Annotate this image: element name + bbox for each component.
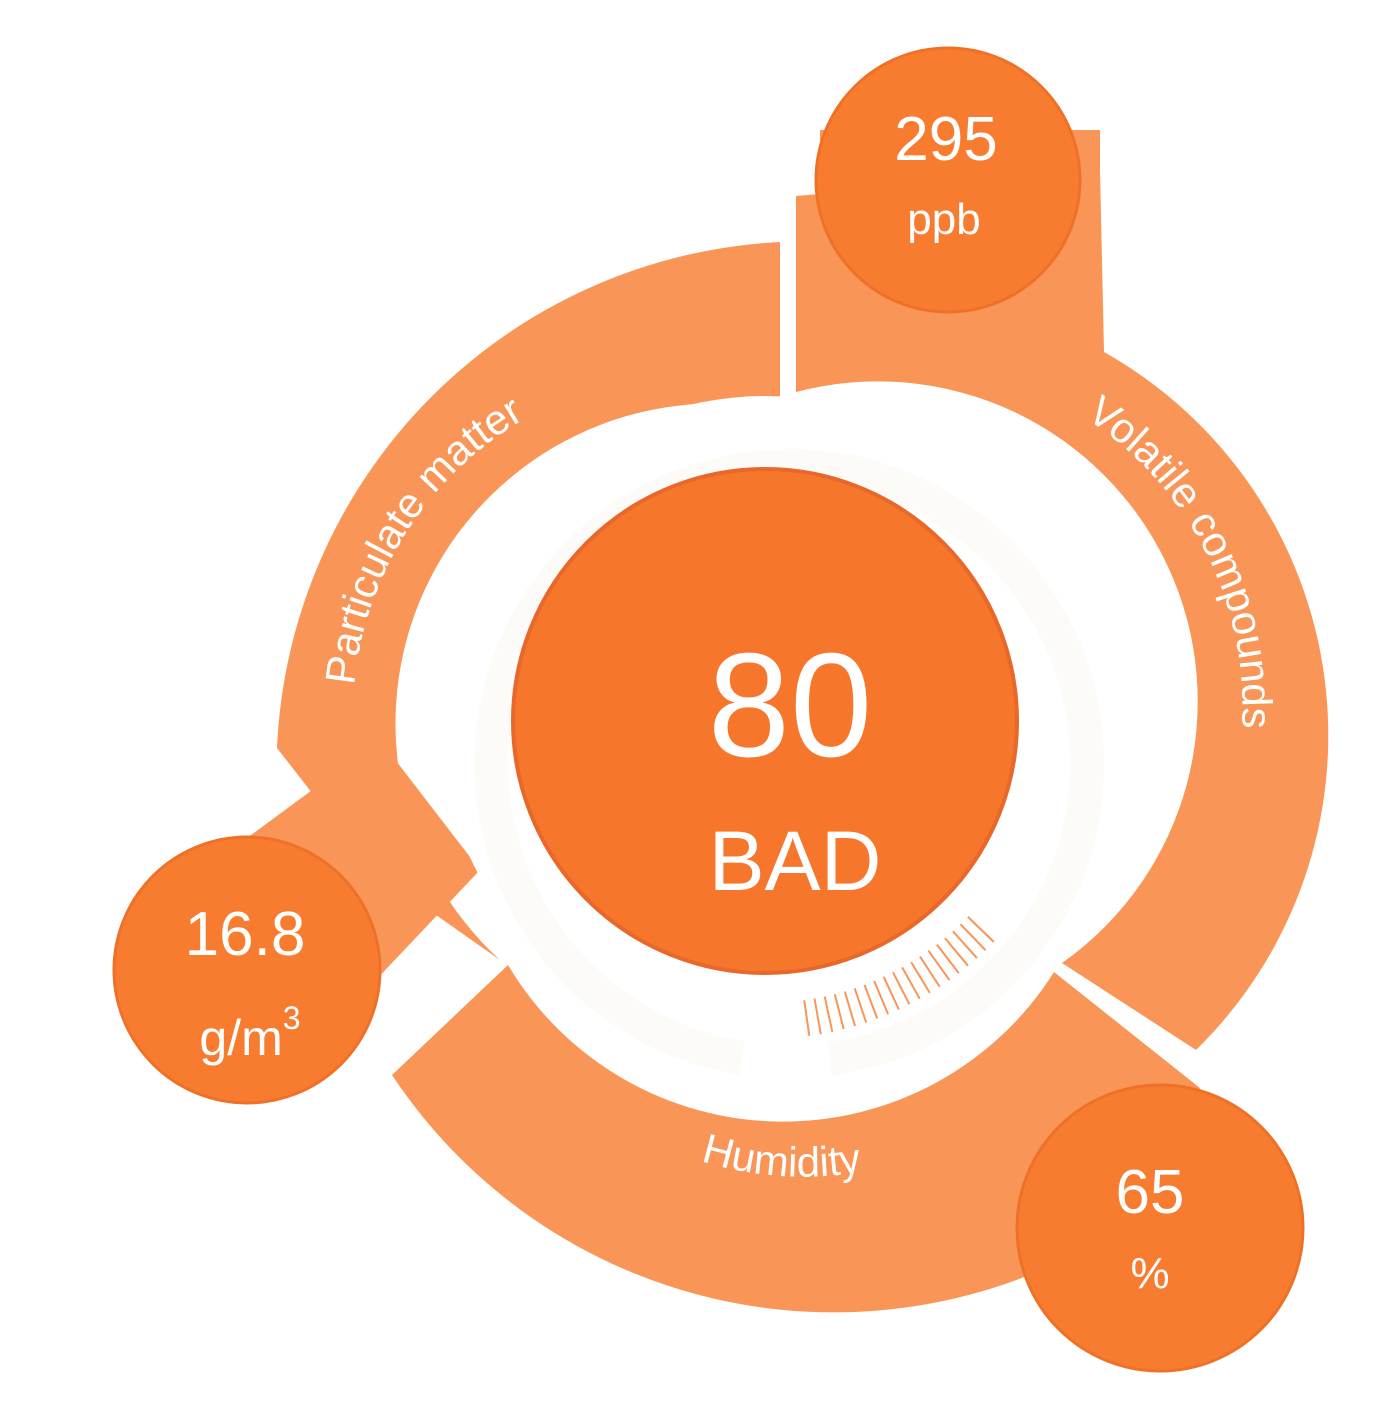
- pm-value: 16.8: [185, 900, 306, 969]
- gauge-tick: [910, 961, 931, 994]
- overall-rating: BAD: [709, 814, 882, 908]
- gauge-tick: [813, 998, 822, 1035]
- gauge-tick: [882, 976, 900, 1010]
- gauge-tick: [833, 993, 845, 1030]
- overall-score: 80: [708, 623, 873, 788]
- score-gauge: 80 BAD: [440, 396, 1105, 1076]
- voc-value: 295: [894, 105, 997, 174]
- gauge-tick: [843, 991, 856, 1027]
- pm-unit-superscript: 3: [283, 1000, 301, 1036]
- humidity-value: 65: [1116, 1158, 1185, 1227]
- voc-unit: ppb: [907, 195, 980, 244]
- gauge-tick: [853, 987, 868, 1023]
- gauge-track: [474, 448, 1105, 1076]
- gauge-tick: [967, 916, 995, 943]
- gauge-tick: [936, 943, 960, 974]
- gauge-tick: [873, 980, 890, 1015]
- gauge-tick: [863, 984, 879, 1019]
- gauge-tick: [919, 956, 941, 988]
- gauge-tick: [901, 966, 921, 1000]
- gauge-tick: [803, 1000, 811, 1037]
- gauge-tick: [944, 937, 969, 967]
- pm-segment[interactable]: [277, 242, 780, 960]
- pm-unit: g/m3: [199, 1000, 300, 1066]
- gauge-tick: [959, 923, 987, 951]
- humidity-bubble[interactable]: 65 %: [1015, 1083, 1305, 1373]
- gauge-tick: [952, 930, 978, 959]
- voc-bubble[interactable]: 295 ppb: [814, 46, 1082, 314]
- voc-segment[interactable]: [796, 170, 1329, 1050]
- gauge-tick: [927, 950, 951, 981]
- gauge-level-ticks: [803, 916, 995, 1037]
- pm-bubble[interactable]: 16.8 g/m3: [112, 835, 382, 1105]
- gauge-tick: [892, 971, 911, 1005]
- score-circle: [511, 467, 1019, 975]
- humidity-segment[interactable]: [392, 965, 1200, 1313]
- humidity-unit: %: [1130, 1249, 1169, 1298]
- gauge-tick: [823, 996, 834, 1033]
